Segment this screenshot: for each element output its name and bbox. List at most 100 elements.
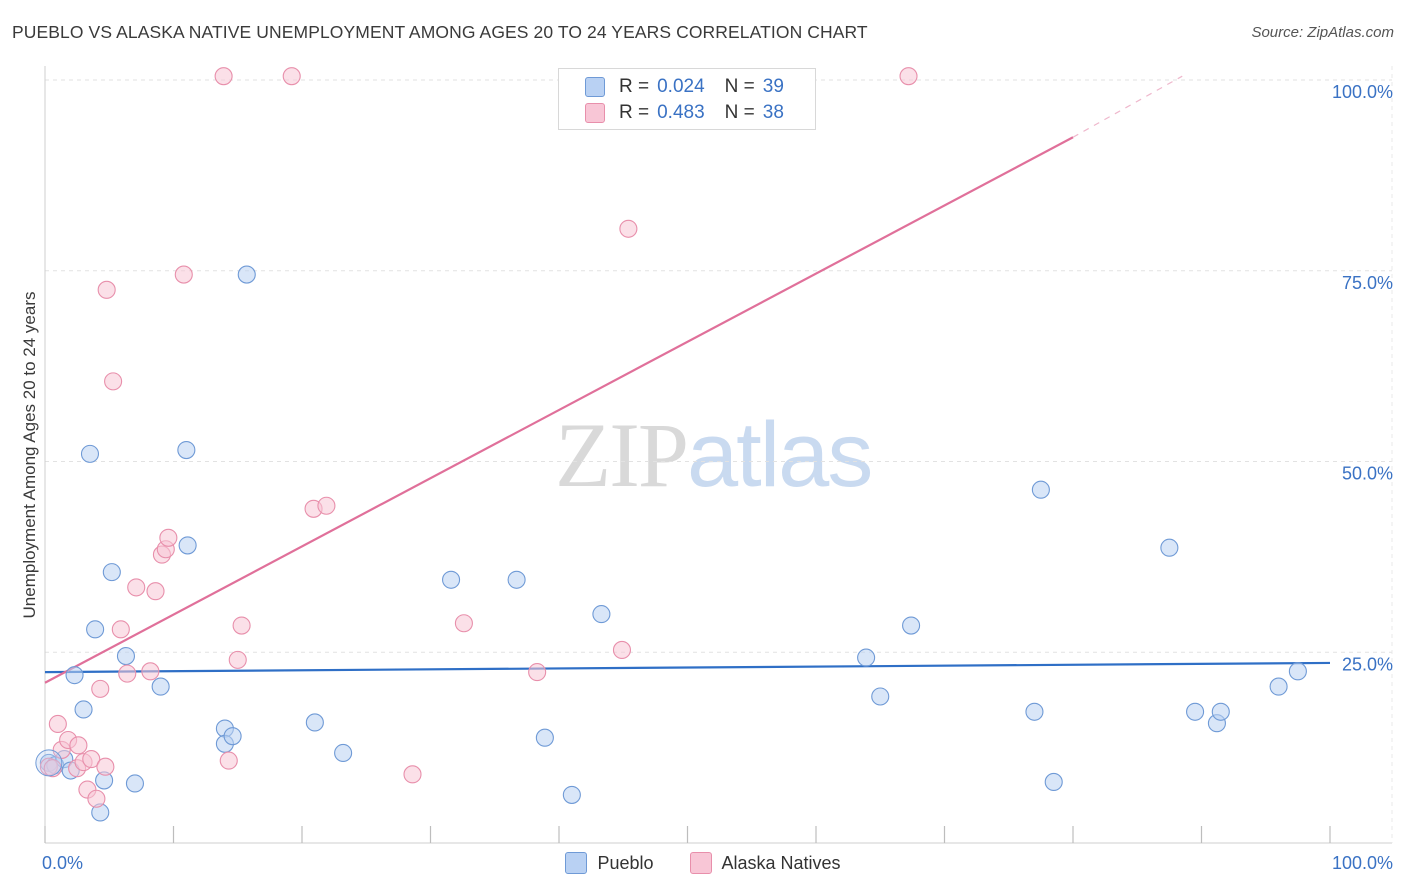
alaska-point-6 xyxy=(69,736,88,755)
alaska-r-label: R = xyxy=(619,102,650,123)
pueblo-point-10 xyxy=(102,563,121,582)
y-tick-label-50: 50.0% xyxy=(1342,464,1393,484)
legend-alaska-label: Alaska Natives xyxy=(721,852,841,873)
pueblo-point-27 xyxy=(857,648,876,667)
bottom-legend: Pueblo Alaska Natives xyxy=(0,852,1406,874)
pueblo-point-7 xyxy=(86,620,105,639)
x-tick-label-100: 100.0% xyxy=(1332,853,1393,873)
pueblo-point-31 xyxy=(1031,480,1050,499)
pueblo-point-32 xyxy=(1044,772,1063,792)
alaska-point-13 xyxy=(97,280,116,299)
pueblo-r-value: 0.024 xyxy=(657,76,705,97)
stats-row-alaska: R = 0.483 N = 38 xyxy=(585,100,784,126)
pueblo-point-30 xyxy=(1025,702,1044,721)
data-points xyxy=(35,67,1307,822)
pueblo-point-23 xyxy=(507,570,526,589)
axes xyxy=(44,66,1393,844)
alaska-point-17 xyxy=(127,578,146,597)
x-tick-label-0: 0.0% xyxy=(42,853,83,873)
pueblo-point-20 xyxy=(305,713,324,732)
gridlines xyxy=(45,79,1392,653)
pueblo-cluster-point xyxy=(35,749,63,777)
stats-row-pueblo: R = 0.024 N = 39 xyxy=(585,74,784,100)
pueblo-point-34 xyxy=(1186,702,1205,721)
pueblo-point-6 xyxy=(80,444,100,463)
alaska-trend-line xyxy=(44,136,1074,684)
y-tick-label-75: 75.0% xyxy=(1342,273,1393,293)
pueblo-point-25 xyxy=(562,785,581,804)
trend-lines xyxy=(44,75,1331,684)
alaska-point-35 xyxy=(619,219,638,238)
alaska-n-label: N = xyxy=(724,102,755,123)
alaska-point-9 xyxy=(82,750,101,769)
alaska-point-24 xyxy=(214,67,233,86)
y-axis-label: Unemployment Among Ages 20 to 24 years xyxy=(20,291,39,619)
alaska-point-30 xyxy=(317,496,336,515)
pueblo-swatch xyxy=(585,77,605,97)
watermark-atlas: atlas xyxy=(687,404,873,506)
alaska-point-36 xyxy=(899,67,918,86)
alaska-point-32 xyxy=(454,614,473,633)
alaska-point-31 xyxy=(403,765,422,784)
pueblo-point-13 xyxy=(151,677,170,696)
alaska-point-10 xyxy=(87,789,106,808)
y-tick-labels: 25.0% 50.0% 75.0% 100.0% xyxy=(1332,82,1393,674)
legend-pueblo-label: Pueblo xyxy=(597,852,654,873)
pueblo-trend-line xyxy=(44,661,1331,674)
alaska-point-22 xyxy=(159,528,178,547)
chart-title: PUEBLO VS ALASKA NATIVE UNEMPLOYMENT AMO… xyxy=(12,22,868,42)
legend-alaska-swatch xyxy=(689,852,712,874)
y-tick-label-25: 25.0% xyxy=(1342,654,1393,674)
pueblo-point-37 xyxy=(1269,677,1288,696)
alaska-point-18 xyxy=(141,662,160,681)
pueblo-point-5 xyxy=(74,700,93,719)
pueblo-point-4 xyxy=(65,666,84,685)
alaska-point-25 xyxy=(219,751,238,770)
alaska-n-value: 38 xyxy=(762,102,784,123)
alaska-point-33 xyxy=(528,663,547,682)
pueblo-point-36 xyxy=(1211,702,1230,721)
y-tick-label-100: 100.0% xyxy=(1332,82,1393,102)
pueblo-point-22 xyxy=(442,570,461,589)
pueblo-n-value: 39 xyxy=(762,76,784,97)
pueblo-point-21 xyxy=(334,743,353,763)
pueblo-point-33 xyxy=(1160,538,1179,557)
legend-item-pueblo[interactable]: Pueblo xyxy=(565,852,654,874)
alaska-point-19 xyxy=(146,582,165,601)
watermark: ZIPatlas xyxy=(555,402,873,508)
alaska-point-12 xyxy=(96,757,115,776)
alaska-point-11 xyxy=(91,679,110,698)
x-tick-labels: 0.0% 100.0% xyxy=(42,853,1393,873)
pueblo-point-12 xyxy=(125,774,144,793)
alaska-swatch xyxy=(585,103,605,123)
alaska-point-28 xyxy=(282,67,301,86)
pueblo-point-15 xyxy=(178,536,197,555)
alaska-point-34 xyxy=(612,640,632,660)
alaska-point-23 xyxy=(174,265,193,284)
pueblo-point-19 xyxy=(237,265,256,284)
alaska-point-2 xyxy=(48,714,67,734)
watermark-zip: ZIP xyxy=(555,404,689,506)
pueblo-point-29 xyxy=(902,616,921,635)
source-credit: Source: ZipAtlas.com xyxy=(1251,24,1394,41)
pueblo-point-26 xyxy=(592,605,611,624)
alaska-point-27 xyxy=(232,616,251,635)
pueblo-point-38 xyxy=(1288,662,1307,681)
alaska-trend-extension xyxy=(1072,75,1183,138)
stats-legend: R = 0.024 N = 39 R = 0.483 N = 38 xyxy=(558,68,816,130)
pueblo-point-24 xyxy=(535,728,554,747)
pueblo-r-label: R = xyxy=(619,76,650,97)
pueblo-point-14 xyxy=(177,441,196,460)
legend-pueblo-swatch xyxy=(565,852,588,874)
alaska-point-26 xyxy=(228,650,247,669)
alaska-point-14 xyxy=(104,372,123,391)
pueblo-n-label: N = xyxy=(724,76,755,97)
pueblo-point-18 xyxy=(223,727,242,746)
x-ticks xyxy=(44,826,1331,843)
alaska-r-value: 0.483 xyxy=(657,102,705,123)
alaska-point-16 xyxy=(118,664,137,683)
pueblo-point-11 xyxy=(116,647,136,666)
legend-item-alaska-natives[interactable]: Alaska Natives xyxy=(689,852,841,874)
alaska-point-15 xyxy=(111,620,130,639)
